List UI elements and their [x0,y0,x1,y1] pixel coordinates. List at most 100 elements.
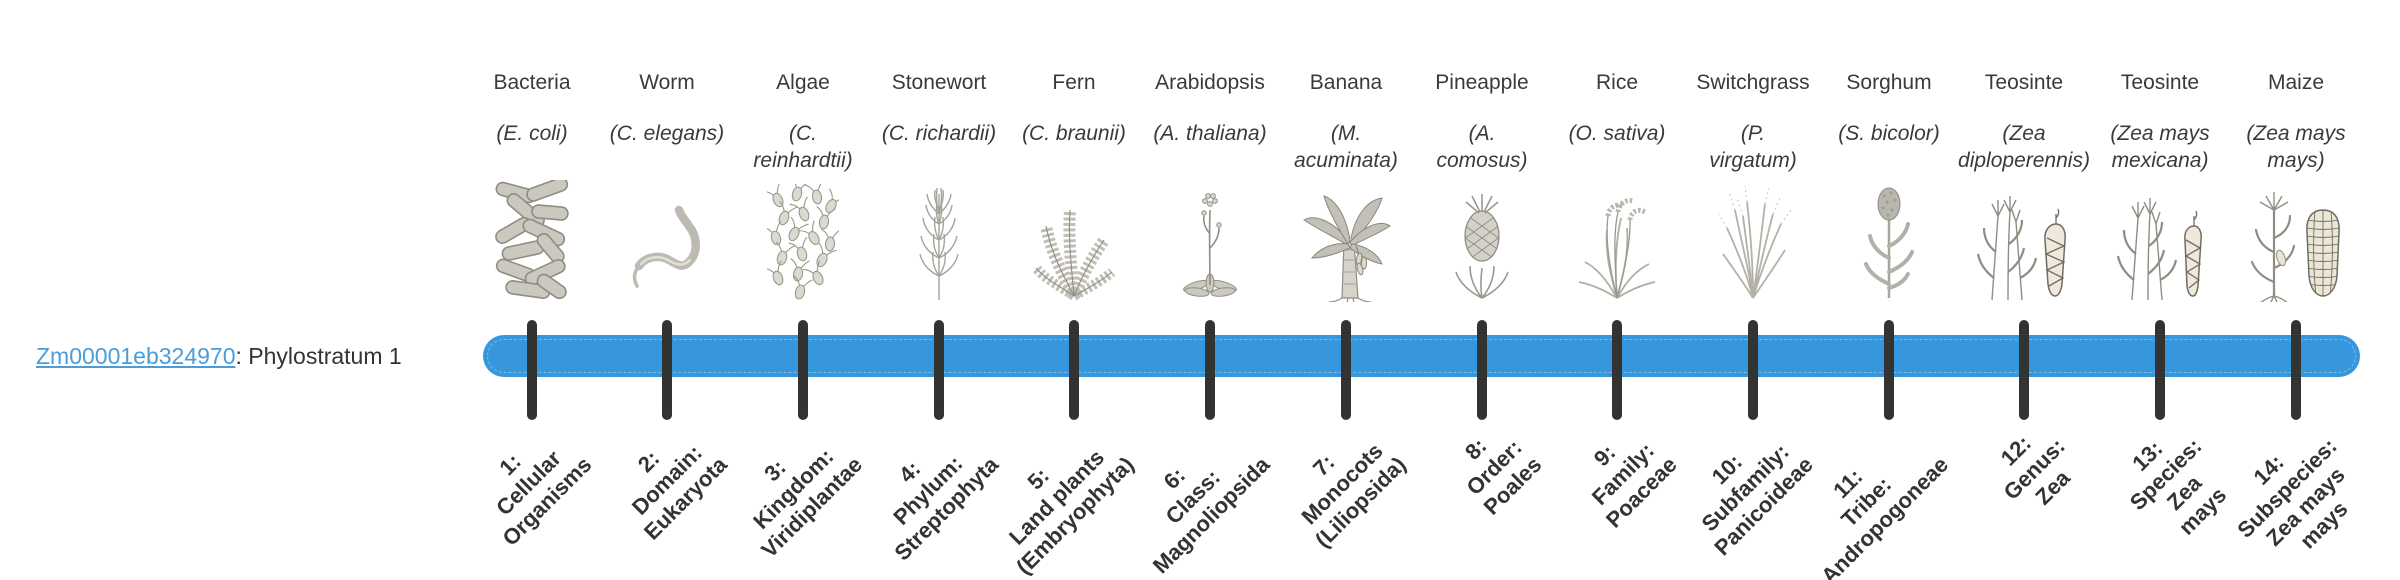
organism-species: (C. elegans) [609,122,725,145]
organism-name: Rice [1595,71,1638,94]
phylostratum-label: 2: Domain: Eukaryota [626,439,732,545]
organism-label: Sorghum (S. bicolor) [1794,70,1984,147]
worm-icon [632,205,700,288]
banana-icon [1303,195,1391,302]
stonewort-icon [919,187,959,300]
organism-name: Arabidopsis [1155,71,1265,94]
organism-species: (P. virgatum) [1709,122,1797,172]
arabidopsis-icon [1183,193,1237,297]
phylostratum-label: 7: Monocots (Liliopsida) [1296,438,1411,553]
bacteria-icon [495,180,569,300]
organism-species: (Zea mays mays) [2246,122,2346,172]
organism-label: Switchgrass (P. virgatum) [1658,70,1848,174]
organism-label: Teosinte (Zea mays mexicana) [2065,70,2255,174]
phylostratum-tick [1477,320,1487,420]
phylostratum-label: 8: Order: Poales [1460,433,1547,520]
organism-label: Worm (C. elegans) [572,70,762,147]
organism-species: (S. bicolor) [1838,122,1940,145]
phylostratum-tick [527,320,537,420]
phylostratum-label: 4: Phylum: Streptophyta [888,450,1004,566]
organism-species: (Zea mays mexicana) [2110,122,2210,172]
phylostratum-tick [934,320,944,420]
phylostratum-tick [1205,320,1215,420]
phylostratum-tick [1069,320,1079,420]
organism-label: Rice (O. sativa) [1522,70,1712,147]
organism-name: Maize [2267,71,2325,94]
phylostratum-tick [2155,320,2165,420]
organism-label: Algae (C. reinhardtii) [708,70,898,174]
organism-species: (Zea diploperennis) [1958,122,2090,172]
organism-label: Pineapple (A. comosus) [1387,70,1577,174]
phylostratum-label: 5: Land plants (Embryophyta) [1003,444,1139,580]
phylostratum-label: 14: Subspecies: Zea mays mays [2232,433,2353,554]
maize-icon [2250,192,2340,302]
organism-species: (C. braunii) [1022,122,1126,145]
gene-label: Zm00001eb324970: Phylostratum 1 [36,341,402,371]
organism-label: Teosinte (Zea diploperennis) [1929,70,2119,174]
organism-species: (O. sativa) [1568,122,1666,145]
phylostratum-tick [798,320,808,420]
organism-name: Worm [639,71,695,94]
organism-name: Algae [776,71,830,94]
phylostratum-tick [1612,320,1622,420]
organism-species: (C. reinhardtii) [753,122,853,172]
phylostratum-tick [2291,320,2301,420]
phylostratum-label: 12: Genus: Zea [1995,430,2076,510]
organism-name: Bacteria [493,71,571,94]
organism-illustration [1944,172,2104,302]
fern-icon [1032,209,1116,301]
organism-illustration [1673,172,1833,302]
phylostratum-tick [1341,320,1351,420]
organism-name: Stonewort [891,71,987,94]
timeline-bar [483,335,2360,377]
organism-illustration [1809,172,1969,302]
sorghum-icon [1864,187,1914,298]
switchgrass-icon [1718,185,1792,299]
rice-icon [1578,198,1656,299]
organism-illustration [1266,172,1426,302]
organism-illustration [2080,172,2240,302]
phylostratum-tick [1884,320,1894,420]
teosinte-mexicana-icon [2116,198,2202,301]
organism-illustration [859,172,1019,302]
phylostratum-label: 13: Species: Zea mays [2124,433,2231,540]
phylostratum-label: 3: Kingdom: Viridiplantae [748,443,868,563]
organism-label: Arabidopsis (A. thaliana) [1115,70,1305,147]
phylostratum-tick [662,320,672,420]
phylostratum-label: 1: Cellular Organisms [491,445,597,551]
organism-species: (M. acuminata) [1294,122,1398,172]
organism-name: Teosinte [1984,71,2064,94]
organism-illustration [1402,172,1562,302]
organism-illustration [723,172,883,302]
organism-name: Sorghum [1846,71,1932,94]
organism-species: (C. richardii) [881,122,997,145]
phylostratum-label: 6: Class: Magnoliopsida [1147,451,1275,579]
teosinte-diploperennis-icon [1976,196,2066,301]
organism-name: Teosinte [2120,71,2200,94]
organism-illustration [1130,172,1290,302]
organism-illustration [587,172,747,302]
organism-name: Fern [1052,71,1096,94]
organism-name: Pineapple [1435,71,1529,94]
organism-name: Switchgrass [1696,71,1810,94]
organism-illustration [2216,172,2376,302]
algae-icon [767,184,839,300]
gene-link[interactable]: Zm00001eb324970 [36,343,236,369]
phylostratum-tick [1748,320,1758,420]
organism-label: Stonewort (C. richardii) [844,70,1034,147]
organism-illustration [452,172,612,302]
organism-illustration [994,172,1154,302]
organism-label: Bacteria (E. coli) [437,70,627,147]
organism-label: Banana (M. acuminata) [1251,70,1441,174]
organism-label: Fern (C. braunii) [979,70,1169,147]
organism-name: Banana [1309,71,1383,94]
organism-label: Maize (Zea mays mays) [2201,70,2391,174]
gene-label-suffix: : Phylostratum 1 [235,343,402,369]
organism-species: (A. comosus) [1436,122,1528,172]
organism-species: (E. coli) [496,122,568,145]
pineapple-icon [1455,194,1509,299]
phylostratum-label: 11: Tribe: Andropogoneae [1816,451,1954,580]
organism-illustration [1537,172,1697,302]
organism-species: (A. thaliana) [1153,122,1267,145]
